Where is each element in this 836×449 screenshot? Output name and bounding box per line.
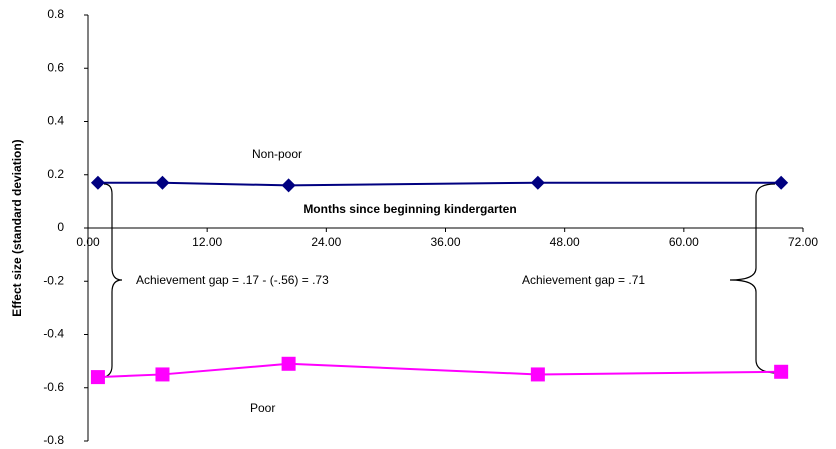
y-tick-label: 0.4 bbox=[47, 114, 64, 128]
x-tick-label: 36.00 bbox=[430, 235, 460, 249]
x-tick-label: 48.00 bbox=[550, 235, 580, 249]
series-label: Non-poor bbox=[252, 147, 302, 161]
y-tick-label: -0.8 bbox=[43, 433, 64, 447]
x-axis-label: Months since beginning kindergarten bbox=[303, 202, 516, 216]
marker bbox=[155, 367, 170, 382]
marker bbox=[530, 175, 545, 190]
marker bbox=[774, 364, 789, 379]
x-tick-label: 12.00 bbox=[192, 235, 222, 249]
annotation: Achievement gap = .71 bbox=[522, 273, 645, 287]
marker bbox=[530, 367, 545, 382]
y-tick-label: 0.6 bbox=[47, 60, 64, 74]
x-tick-label: 0.00 bbox=[76, 235, 100, 249]
series-line bbox=[97, 362, 782, 379]
series-label: Poor bbox=[250, 401, 275, 415]
marker bbox=[155, 175, 170, 190]
x-tick-label: 60.00 bbox=[669, 235, 699, 249]
series-line bbox=[97, 181, 782, 187]
y-tick-label: -0.2 bbox=[43, 273, 64, 287]
marker bbox=[281, 178, 296, 193]
y-tick-label: -0.4 bbox=[43, 327, 64, 341]
marker bbox=[90, 370, 105, 385]
marker bbox=[774, 175, 789, 190]
x-tick-label: 72.00 bbox=[788, 235, 818, 249]
y-axis-label: Effect size (standard deviation) bbox=[10, 139, 24, 316]
y-tick-label: -0.6 bbox=[43, 380, 64, 394]
y-tick-label: 0.2 bbox=[47, 167, 64, 181]
brace bbox=[729, 183, 779, 374]
marker bbox=[90, 175, 105, 190]
y-tick-label: 0 bbox=[57, 220, 64, 234]
marker bbox=[281, 356, 296, 371]
x-tick-label: 24.00 bbox=[311, 235, 341, 249]
annotation: Achievement gap = .17 - (-.56) = .73 bbox=[136, 273, 329, 287]
brace bbox=[99, 183, 123, 379]
y-tick-label: 0.8 bbox=[47, 7, 64, 21]
